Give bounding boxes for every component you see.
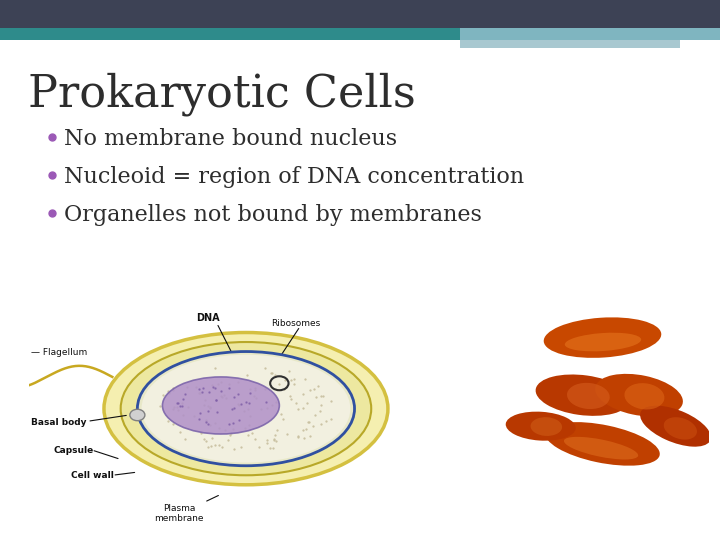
Text: Nucleoid = region of DNA concentration: Nucleoid = region of DNA concentration (64, 166, 524, 188)
Ellipse shape (595, 374, 683, 416)
Bar (0, 0, 720, 28)
Ellipse shape (505, 411, 576, 441)
Bar (460, 28, 720, 40)
Ellipse shape (564, 333, 642, 352)
Ellipse shape (567, 383, 610, 409)
Text: Plasma
membrane: Plasma membrane (154, 504, 204, 523)
Ellipse shape (545, 422, 660, 465)
Ellipse shape (121, 342, 372, 475)
Ellipse shape (664, 417, 697, 440)
Text: Ribosomes: Ribosomes (271, 319, 320, 328)
Bar (0, 28, 460, 40)
Ellipse shape (104, 333, 388, 485)
Ellipse shape (163, 377, 279, 434)
Text: DNA: DNA (196, 313, 220, 323)
Ellipse shape (544, 318, 661, 358)
Text: SEM 47,000×: SEM 47,000× (640, 295, 701, 305)
Text: Capsule: Capsule (54, 446, 94, 455)
Text: — Flagellum: — Flagellum (31, 348, 87, 357)
Text: Organelles not bound by membranes: Organelles not bound by membranes (64, 204, 482, 226)
Circle shape (130, 409, 145, 421)
Ellipse shape (138, 352, 354, 465)
Ellipse shape (624, 383, 665, 409)
Text: No membrane bound nucleus: No membrane bound nucleus (64, 128, 397, 150)
Ellipse shape (640, 406, 711, 447)
Text: Cell wall: Cell wall (71, 471, 114, 481)
Ellipse shape (142, 355, 351, 463)
Ellipse shape (564, 437, 638, 460)
Ellipse shape (536, 374, 630, 416)
Text: Basal body: Basal body (31, 417, 86, 427)
Bar (460, 40, 680, 48)
Ellipse shape (531, 417, 562, 436)
Text: Prokaryotic Cells: Prokaryotic Cells (28, 72, 415, 116)
